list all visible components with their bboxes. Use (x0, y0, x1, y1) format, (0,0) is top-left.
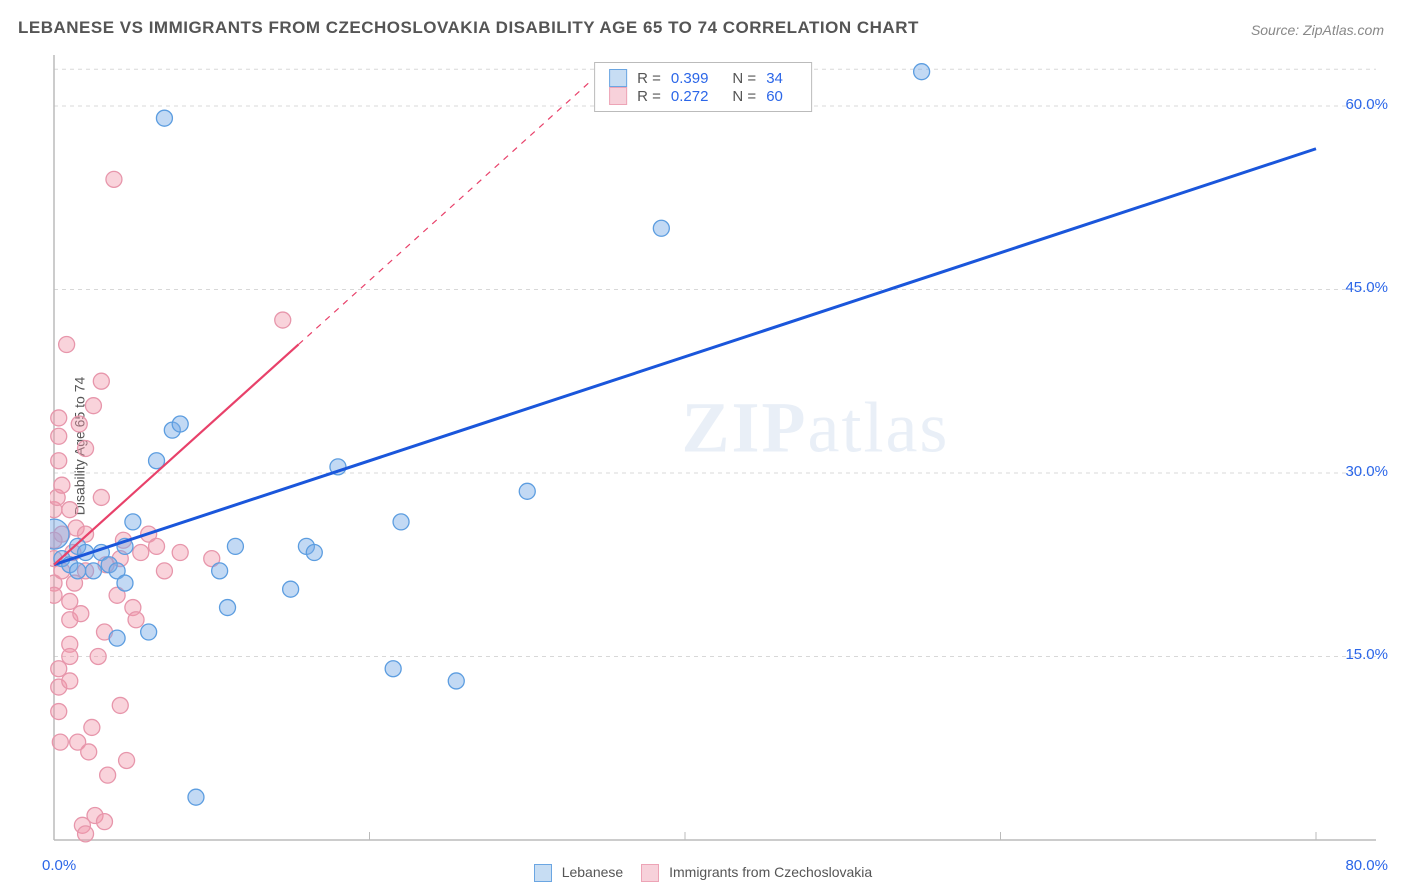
n-label: N = (732, 70, 756, 87)
legend-label-lebanese: Lebanese (562, 864, 624, 880)
legend-item-czech: Immigrants from Czechoslovakia (641, 864, 872, 882)
n-label: N = (732, 88, 756, 105)
stats-legend: R = 0.399 N = 34 R = 0.272 N = 60 (594, 62, 812, 112)
chart-area (50, 55, 1376, 844)
r-value-lebanese: 0.399 (671, 70, 709, 87)
swatch-lebanese (534, 864, 552, 882)
r-label: R = (637, 70, 661, 87)
y-tick-60: 60.0% (1345, 96, 1388, 113)
r-value-czech: 0.272 (671, 88, 709, 105)
legend-item-lebanese: Lebanese (534, 864, 623, 882)
y-tick-30: 30.0% (1345, 463, 1388, 480)
stats-row-lebanese: R = 0.399 N = 34 (609, 69, 797, 87)
x-tick-0: 0.0% (42, 857, 76, 874)
source-attribution: Source: ZipAtlas.com (1251, 22, 1384, 38)
chart-title: LEBANESE VS IMMIGRANTS FROM CZECHOSLOVAK… (18, 18, 919, 38)
scatter-chart (50, 55, 1376, 844)
swatch-czech (609, 87, 627, 105)
y-tick-15: 15.0% (1345, 646, 1388, 663)
r-label: R = (637, 88, 661, 105)
stats-row-czech: R = 0.272 N = 60 (609, 87, 797, 105)
n-value-lebanese: 34 (766, 70, 783, 87)
y-tick-45: 45.0% (1345, 279, 1388, 296)
n-value-czech: 60 (766, 88, 783, 105)
swatch-czech (641, 864, 659, 882)
bottom-legend: Lebanese Immigrants from Czechoslovakia (0, 864, 1406, 882)
x-tick-80: 80.0% (1345, 857, 1388, 874)
swatch-lebanese (609, 69, 627, 87)
legend-label-czech: Immigrants from Czechoslovakia (669, 864, 872, 880)
